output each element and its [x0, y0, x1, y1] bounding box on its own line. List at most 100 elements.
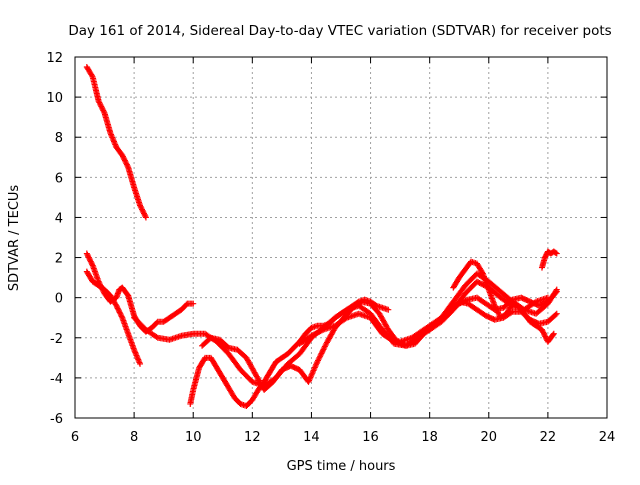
data-point-marker [309, 332, 316, 339]
data-point-marker [113, 302, 120, 309]
data-point-marker [138, 205, 145, 212]
data-point-marker [494, 308, 501, 315]
data-point-marker [552, 249, 559, 256]
data-point-marker [137, 202, 144, 209]
data-point-marker [121, 156, 128, 163]
data-point-marker [119, 153, 126, 160]
data-point-marker [99, 106, 106, 113]
data-point-marker [142, 214, 149, 221]
data-point-marker [384, 333, 391, 340]
data-point-marker [124, 162, 131, 169]
data-point-marker [553, 288, 560, 295]
data-point-marker [89, 261, 96, 268]
data-point-marker [493, 306, 500, 313]
data-point-marker [114, 304, 121, 311]
data-point-marker [190, 300, 197, 307]
data-point-marker [553, 250, 560, 257]
data-point-marker [552, 289, 559, 296]
series-track-c [83, 268, 144, 367]
data-point-marker [313, 330, 320, 337]
data-point-marker [98, 103, 105, 110]
data-point-marker [321, 343, 328, 350]
y-tick-label: -2 [50, 332, 63, 347]
series-track-j [538, 248, 560, 271]
x-tick-label: 24 [599, 430, 616, 445]
y-tick-label: 8 [55, 131, 63, 146]
data-point-marker [115, 306, 122, 313]
data-point-marker [491, 302, 498, 309]
data-point-marker [473, 278, 480, 285]
data-point-marker [540, 330, 547, 337]
data-point-marker [541, 332, 548, 339]
data-point-marker [140, 210, 147, 217]
data-point-marker [314, 358, 321, 365]
data-point-marker [84, 251, 91, 258]
data-point-marker [492, 304, 499, 311]
data-point-marker [114, 305, 121, 312]
data-point-marker [116, 308, 123, 315]
grid [75, 57, 607, 418]
y-tick-label: -4 [50, 372, 63, 387]
x-tick-label: 18 [421, 430, 438, 445]
plot-frame [74, 56, 608, 419]
data-point-marker [342, 315, 349, 322]
data-point-marker [494, 309, 501, 316]
x-tick-label: 16 [362, 430, 379, 445]
data-point-marker [98, 104, 105, 111]
x-tick-label: 20 [481, 430, 498, 445]
x-tick-label: 14 [303, 430, 320, 445]
data-point-marker [85, 253, 92, 260]
y-tick-label: 0 [55, 292, 63, 307]
data-point-marker [96, 100, 103, 107]
data-point-marker [85, 254, 92, 261]
data-point-marker [97, 102, 104, 109]
data-point-marker [539, 328, 546, 335]
data-point-marker [477, 280, 484, 287]
data-point-marker [315, 329, 322, 336]
data-point-marker [139, 207, 146, 214]
data-point-marker [88, 72, 95, 79]
data-point-marker [495, 310, 502, 317]
data-point-marker [319, 349, 326, 356]
x-axis-label: GPS time / hours [287, 459, 396, 474]
data-point-marker [318, 350, 325, 357]
data-point-marker [540, 329, 547, 336]
data-point-marker [315, 356, 322, 363]
y-tick-label: -6 [50, 412, 63, 427]
x-tick-label: 22 [540, 430, 557, 445]
data-point-marker [553, 310, 560, 317]
data-point-marker [308, 332, 315, 339]
data-point-marker [531, 299, 538, 306]
x-tick-label: 12 [244, 430, 261, 445]
data-point-marker [83, 250, 90, 257]
data-point-marker [120, 154, 127, 161]
data-point-marker [88, 259, 95, 266]
data-point-marker [100, 107, 107, 114]
data-point-marker [137, 360, 144, 367]
data-point-marker [544, 294, 551, 301]
data-point-marker [542, 333, 549, 340]
data-point-marker [122, 158, 129, 165]
series-track-i [426, 270, 551, 333]
chart-title: Day 161 of 2014, Sidereal Day-to-day VTE… [68, 23, 611, 39]
data-point-marker [117, 312, 124, 319]
data-point-marker [141, 211, 148, 218]
data-point-marker [100, 108, 107, 115]
data-point-marker [86, 255, 93, 262]
data-point-marker [550, 331, 557, 338]
data-markers [83, 64, 560, 409]
data-point-marker [317, 328, 324, 335]
data-point-marker [312, 330, 319, 337]
data-point-marker [116, 309, 123, 316]
x-tick-label: 6 [71, 430, 79, 445]
data-point-marker [316, 328, 323, 335]
data-point-marker [550, 330, 557, 337]
data-point-marker [552, 311, 559, 318]
data-point-marker [119, 152, 126, 159]
series-track-a-high [83, 64, 149, 221]
x-tick-label: 10 [185, 430, 202, 445]
data-point-marker [137, 203, 144, 210]
